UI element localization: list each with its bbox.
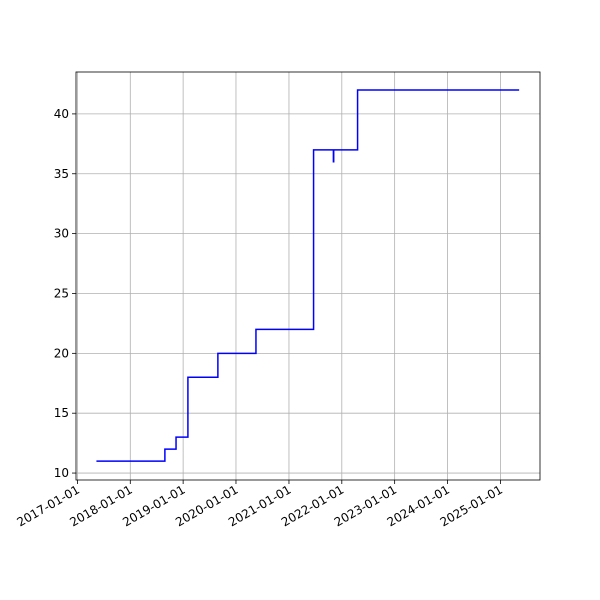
plot-frame [75, 71, 541, 481]
y-tick-label: 10 [54, 466, 69, 480]
series-line [96, 89, 520, 462]
y-tick-label: 20 [54, 346, 69, 360]
y-tick-label: 35 [54, 167, 69, 181]
y-tick-label: 15 [54, 406, 69, 420]
y-tick-label: 40 [54, 107, 69, 121]
y-tick-label: 25 [54, 286, 69, 300]
y-tick-label: 30 [54, 227, 69, 241]
